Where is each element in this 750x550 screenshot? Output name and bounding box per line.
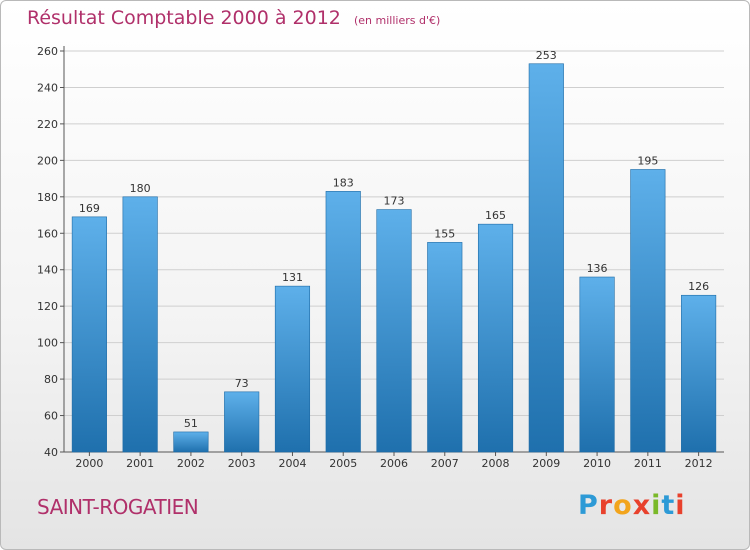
- data-label-2011: 195: [637, 154, 658, 167]
- x-tick-label-2002: 2002: [177, 457, 205, 470]
- data-labels: 169 180 51 73 131 183 173 155 165 253 136 195 126: [79, 49, 709, 430]
- subtitle-text: (en milliers d'€): [353, 14, 441, 27]
- bar-2008: [477, 223, 514, 453]
- bar-2012: [681, 294, 717, 453]
- x-tick-label-2012: 2012: [685, 457, 713, 470]
- logo-letter: r: [598, 490, 614, 521]
- logo-letter: x: [632, 490, 652, 521]
- data-label-2005: 183: [333, 176, 354, 189]
- bar-2007: [427, 242, 463, 453]
- data-label-2009: 253: [536, 49, 557, 62]
- bar-2011: [630, 169, 666, 453]
- bar-2003: [224, 391, 260, 453]
- logo-letter: o: [613, 490, 633, 521]
- y-tick-label: 180: [37, 191, 58, 204]
- x-tick-label-2004: 2004: [278, 457, 306, 470]
- logo-letter: i: [651, 490, 662, 521]
- x-tick-label-2003: 2003: [228, 457, 256, 470]
- commune-name: SAINT-ROGATIEN: [37, 495, 199, 519]
- x-tick-labels: 2000 2001 2002 2003 2004 2005 2006 2007 2008 2009…: [75, 452, 713, 470]
- bars: [71, 63, 717, 453]
- x-tick-label-2006: 2006: [380, 457, 408, 470]
- logo-letter: i: [675, 490, 686, 521]
- y-tick-label: 220: [37, 118, 58, 131]
- logo-letter: P: [578, 490, 599, 521]
- y-tick-labels: 40 60 80 100 120 140 160 180 200 220 240 260: [37, 45, 64, 459]
- data-label-2004: 131: [282, 271, 303, 284]
- data-label-2007: 155: [434, 227, 455, 240]
- bar-2006: [376, 209, 412, 453]
- data-label-2012: 126: [688, 280, 709, 293]
- x-tick-label-2005: 2005: [329, 457, 357, 470]
- bar-2005: [325, 191, 361, 453]
- y-tick-label: 200: [37, 154, 58, 167]
- x-tick-label-2009: 2009: [532, 457, 560, 470]
- proxiti-logo[interactable]: Proxiti: [578, 490, 686, 521]
- data-label-2002: 51: [184, 417, 198, 430]
- data-label-2006: 173: [384, 195, 405, 208]
- y-tick-label: 80: [44, 373, 58, 386]
- x-tick-label-2001: 2001: [126, 457, 154, 470]
- data-label-2003: 73: [235, 377, 249, 390]
- y-tick-label: 40: [44, 446, 58, 459]
- y-tick-label: 160: [37, 227, 58, 240]
- bar-2001: [122, 196, 158, 453]
- y-tick-label: 240: [37, 81, 58, 94]
- bar-2010: [579, 276, 615, 453]
- x-tick-label-2011: 2011: [634, 457, 662, 470]
- chart-title: Résultat Comptable 2000 à 2012 (en milli…: [27, 7, 440, 29]
- bar-2009: [528, 63, 564, 453]
- bar-2004: [274, 285, 311, 453]
- y-tick-label: 140: [37, 264, 58, 277]
- x-tick-label-2007: 2007: [431, 457, 459, 470]
- x-tick-label-2008: 2008: [482, 457, 510, 470]
- bar-2000: [71, 216, 107, 453]
- x-tick-label-2000: 2000: [75, 457, 103, 470]
- x-tick-label-2010: 2010: [583, 457, 611, 470]
- data-label-2000: 169: [79, 202, 100, 215]
- data-label-2008: 165: [485, 209, 506, 222]
- y-tick-label: 120: [37, 300, 58, 313]
- y-tick-label: 60: [44, 410, 58, 423]
- data-label-2010: 136: [587, 262, 608, 275]
- bar-2002: [173, 431, 209, 453]
- y-tick-label: 100: [37, 337, 58, 350]
- y-tick-label: 260: [37, 45, 58, 58]
- title-text: Résultat Comptable 2000 à 2012: [27, 7, 341, 29]
- logo-letter: t: [661, 490, 676, 521]
- data-label-2001: 180: [130, 182, 151, 195]
